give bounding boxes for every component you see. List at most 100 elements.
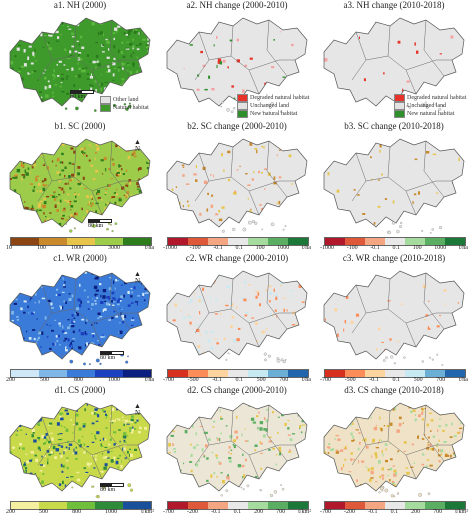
texture-cell — [110, 178, 113, 180]
texture-cell — [105, 415, 108, 419]
texture-cell — [422, 403, 425, 405]
texture-cell — [47, 312, 51, 316]
texture-cell — [32, 329, 36, 331]
texture-cell — [96, 294, 99, 296]
texture-cell — [183, 481, 187, 483]
texture-cell — [247, 198, 249, 200]
district-boundary — [91, 59, 138, 71]
texture-cell — [14, 347, 17, 351]
texture-cell — [324, 458, 326, 460]
texture-cell — [195, 165, 197, 168]
texture-cell — [9, 132, 12, 134]
texture-cell — [61, 330, 65, 333]
texture-cell — [15, 316, 19, 318]
texture-cell — [438, 425, 441, 428]
texture-cell — [383, 72, 385, 75]
texture-cell — [97, 414, 100, 418]
texture-cell — [52, 91, 54, 94]
texture-cell — [26, 207, 30, 209]
texture-cell — [202, 403, 204, 405]
texture-cell — [10, 276, 12, 280]
texture-cell — [131, 430, 134, 434]
texture-cell — [34, 282, 36, 284]
texture-cell — [53, 175, 56, 178]
texture-cell — [72, 338, 76, 340]
texture-cell — [11, 283, 13, 286]
texture-cell — [170, 161, 172, 163]
island — [429, 356, 432, 359]
texture-cell — [7, 48, 8, 51]
texture-cell — [74, 50, 78, 53]
texture-cell — [97, 317, 100, 320]
texture-cell — [25, 172, 29, 176]
texture-cell — [52, 134, 55, 138]
texture-cell — [292, 205, 294, 210]
texture-cell — [20, 12, 22, 14]
texture-cell — [117, 229, 120, 231]
texture-cell — [454, 195, 457, 200]
texture-cell — [223, 403, 228, 407]
texture-cell — [3, 148, 5, 150]
texture-cell — [259, 427, 263, 431]
texture-cell — [193, 173, 197, 176]
texture-cell — [30, 423, 32, 427]
texture-cell — [127, 192, 131, 195]
texture-cell — [3, 459, 6, 462]
texture-cell — [375, 447, 379, 449]
texture-cell — [72, 215, 75, 218]
texture-cell — [175, 186, 177, 188]
texture-cell — [50, 302, 53, 306]
texture-cell — [213, 472, 216, 475]
texture-cell — [84, 330, 86, 334]
texture-cell — [15, 176, 18, 179]
texture-cell — [144, 362, 146, 363]
island — [64, 107, 68, 110]
texture-cell — [108, 69, 111, 73]
texture-cell — [105, 203, 107, 206]
texture-cell — [290, 477, 294, 481]
texture-cell — [146, 455, 149, 458]
texture-cell — [38, 312, 43, 314]
texture-cell — [384, 198, 388, 200]
tick-label: t/km² — [455, 509, 468, 515]
texture-cell — [104, 446, 108, 448]
texture-cell — [33, 70, 37, 73]
texture-cell — [51, 329, 54, 332]
texture-cell — [90, 87, 93, 91]
texture-cell — [10, 410, 12, 412]
texture-cell — [121, 62, 125, 66]
texture-cell — [112, 73, 115, 77]
texture-cell — [25, 433, 27, 435]
texture-cell — [118, 331, 121, 334]
texture-cell — [202, 351, 205, 354]
texture-cell — [216, 64, 218, 69]
texture-cell — [55, 14, 58, 17]
legend: Degraded natural habitat Unchanged land … — [237, 94, 309, 118]
texture-cell — [42, 282, 44, 286]
texture-cell — [228, 451, 230, 454]
texture-cell — [219, 312, 222, 316]
texture-cell — [149, 335, 150, 337]
texture-cell — [104, 331, 108, 335]
texture-cell — [152, 173, 153, 174]
texture-cell — [112, 417, 116, 420]
texture-cell — [429, 412, 433, 414]
texture-cell — [46, 407, 50, 412]
texture-cell — [19, 429, 23, 431]
texture-cell — [172, 319, 176, 322]
texture-cell — [101, 210, 104, 212]
texture-cell — [121, 416, 124, 418]
texture-cell — [151, 442, 153, 445]
texture-cell — [6, 315, 8, 318]
texture-cell — [378, 460, 381, 464]
island — [418, 493, 422, 497]
texture-cell — [122, 317, 125, 321]
texture-cell — [147, 470, 150, 473]
texture-cell — [301, 277, 304, 281]
texture-cell — [94, 457, 97, 462]
texture-cell — [48, 27, 52, 30]
texture-cell — [10, 348, 12, 350]
texture-cell — [389, 467, 393, 471]
texture-cell — [120, 399, 121, 402]
tick-label: 800 — [74, 377, 83, 383]
